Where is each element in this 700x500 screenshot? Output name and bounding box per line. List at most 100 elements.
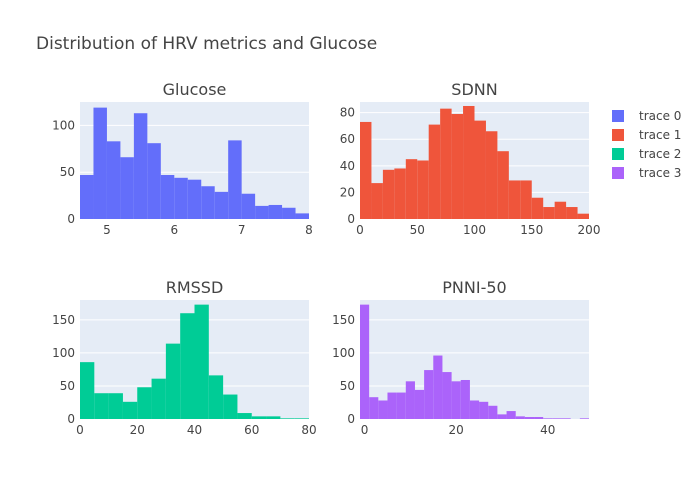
bar: [417, 160, 429, 219]
bar: [506, 411, 516, 419]
legend-item-trace-3[interactable]: trace 3: [612, 163, 681, 182]
legend[interactable]: trace 0 trace 1 trace 2 trace 3: [612, 106, 681, 182]
subplot-2: 0 20 40 60 80 0 50 100 150 200 SDNN: [340, 80, 601, 237]
bar: [485, 131, 498, 219]
subplot-1: 0 50 100 5 6 7 8 Glucose: [52, 80, 313, 237]
legend-item-trace-1[interactable]: trace 1: [612, 125, 681, 144]
x-tick-label: 20: [130, 423, 145, 437]
bar: [463, 105, 475, 219]
bar: [80, 175, 94, 219]
legend-label: trace 3: [639, 165, 682, 180]
y-tick-label: 60: [340, 132, 355, 146]
subplot-title: PNNI-50: [442, 278, 506, 297]
x-tick-label: 200: [578, 223, 601, 237]
x-tick-label: 80: [301, 423, 316, 437]
bar: [268, 204, 283, 219]
bar: [442, 372, 452, 419]
bar: [137, 387, 152, 419]
subplot-title: SDNN: [451, 80, 497, 99]
bar: [577, 213, 589, 219]
bar: [424, 370, 434, 419]
legend-swatch: [612, 128, 624, 141]
bar: [554, 201, 567, 219]
y-tick-label: 40: [340, 159, 355, 173]
bar: [194, 304, 209, 419]
bar: [524, 417, 535, 419]
bar: [223, 394, 238, 419]
bar: [414, 389, 425, 419]
bar: [228, 140, 242, 219]
bar: [451, 113, 464, 219]
bar: [187, 179, 202, 219]
bar: [282, 207, 296, 219]
bar: [133, 113, 148, 219]
bar: [251, 416, 267, 419]
y-tick-label: 0: [67, 212, 75, 226]
bar: [94, 393, 109, 419]
x-tick-label: 8: [305, 223, 313, 237]
y-tick-label: 100: [332, 346, 355, 360]
subplot-title: RMSSD: [166, 278, 224, 297]
bar: [369, 397, 379, 419]
bar: [428, 124, 441, 219]
bars: [80, 304, 309, 419]
bar: [237, 413, 252, 419]
legend-label: trace 2: [639, 146, 682, 161]
legend-label: trace 0: [639, 108, 682, 123]
bar: [405, 381, 415, 419]
bar: [371, 183, 383, 219]
bar: [387, 392, 397, 419]
y-tick-label: 150: [332, 313, 355, 327]
bar: [508, 180, 521, 219]
bar: [579, 418, 589, 419]
bar: [266, 416, 281, 419]
y-tick-label: 150: [52, 313, 75, 327]
x-tick-label: 6: [170, 223, 178, 237]
y-tick-label: 50: [60, 379, 75, 393]
bar: [543, 207, 555, 219]
bar: [469, 400, 480, 419]
y-tick-label: 0: [347, 212, 355, 226]
subplot-3: 0 50 100 150 0 20 40 60 80 RMSSD: [52, 278, 317, 437]
bars: [80, 107, 309, 219]
bar: [201, 186, 215, 219]
y-tick-label: 50: [60, 165, 75, 179]
bars: [360, 304, 589, 419]
bar: [255, 205, 269, 219]
bar: [360, 121, 372, 219]
bars: [360, 105, 589, 219]
bar: [382, 169, 395, 219]
bar: [214, 191, 229, 219]
bar: [433, 355, 443, 419]
legend-label: trace 1: [639, 127, 682, 142]
legend-item-trace-0[interactable]: trace 0: [612, 106, 681, 125]
bar: [534, 417, 544, 419]
bar: [93, 107, 107, 219]
y-tick-label: 100: [52, 118, 75, 132]
x-tick-label: 0: [356, 223, 364, 237]
bar: [460, 379, 470, 419]
x-tick-label: 0: [76, 423, 84, 437]
bar: [497, 151, 509, 219]
x-tick-label: 100: [463, 223, 486, 237]
x-tick-label: 40: [540, 423, 555, 437]
bar: [543, 418, 553, 419]
x-tick-label: 40: [187, 423, 202, 437]
x-tick-label: 150: [520, 223, 543, 237]
legend-item-trace-2[interactable]: trace 2: [612, 144, 681, 163]
bar: [515, 416, 525, 419]
page-title: Distribution of HRV metrics and Glucose: [36, 34, 378, 54]
bar: [561, 418, 571, 419]
y-tick-label: 50: [340, 379, 355, 393]
bar: [294, 418, 309, 419]
y-tick-label: 100: [52, 346, 75, 360]
bar: [80, 362, 95, 419]
bar: [531, 197, 544, 219]
legend-swatch: [612, 166, 624, 179]
legend-swatch: [612, 109, 624, 122]
bar: [474, 120, 486, 219]
legend-swatch: [612, 147, 624, 160]
bar: [378, 400, 388, 419]
bar: [451, 381, 461, 419]
